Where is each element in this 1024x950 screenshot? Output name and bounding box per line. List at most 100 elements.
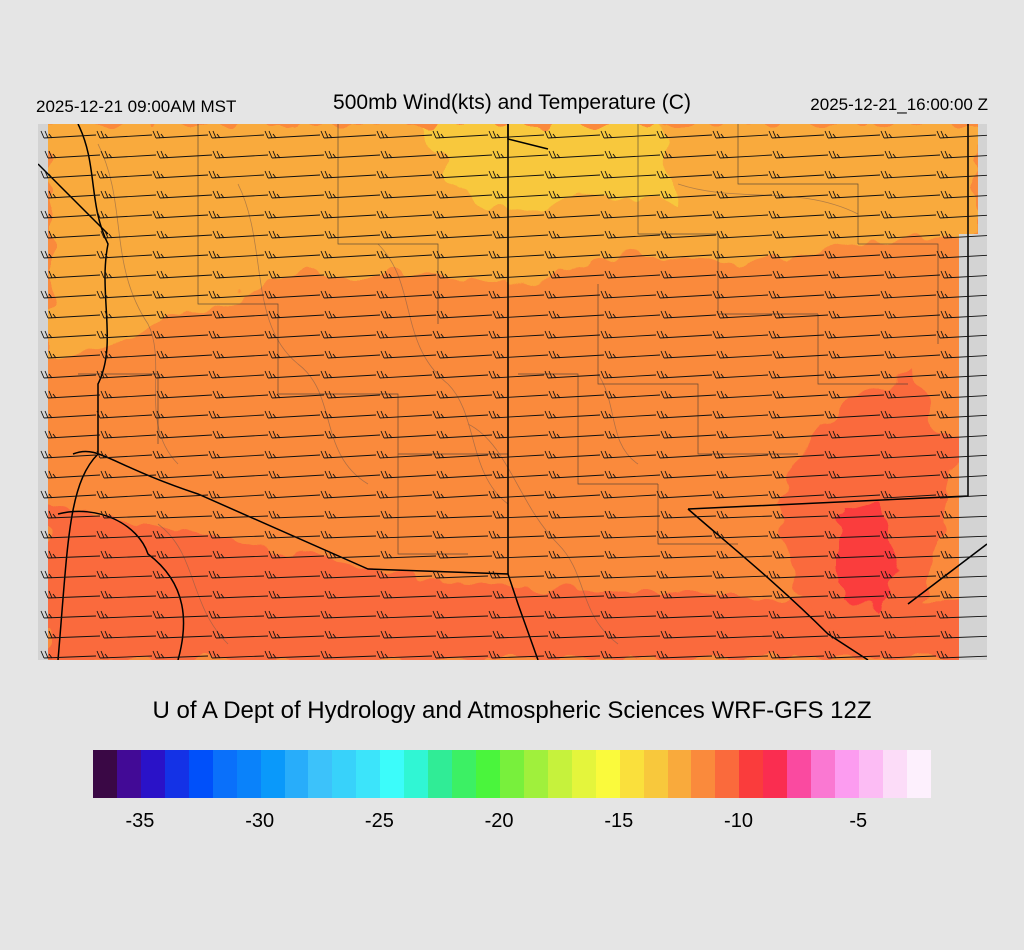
wind-barb (712, 450, 769, 459)
wind-barb (828, 230, 885, 239)
no-data-left (38, 124, 48, 660)
wind-barb (600, 130, 657, 139)
wind-barb (436, 470, 493, 479)
wind-barb (100, 310, 157, 319)
wind-barb (264, 570, 321, 579)
wind-barb (824, 170, 881, 179)
colorbar-swatch (308, 750, 333, 798)
wind-barb (212, 590, 269, 599)
wind-barb (884, 190, 941, 199)
wind-barb (268, 350, 325, 359)
wind-barb (772, 230, 829, 239)
wind-barb (656, 170, 713, 179)
wind-barb (936, 450, 987, 459)
wind-barb (268, 430, 325, 439)
wind-barb (432, 250, 489, 259)
wind-barb (44, 390, 101, 399)
wind-barb (436, 550, 493, 559)
wind-barb (828, 510, 885, 519)
wind-barb (600, 290, 657, 299)
wind-barb (436, 270, 493, 279)
colorbar-swatch (188, 750, 213, 798)
wind-barb (656, 450, 713, 459)
colorbar-swatch (547, 750, 572, 798)
wind-barb (660, 190, 717, 199)
boundary-rio-grande (687, 508, 869, 660)
wind-barb (432, 370, 489, 379)
wind-barb (884, 150, 941, 159)
wind-barb (100, 390, 157, 399)
wind-barb (268, 510, 325, 519)
wind-barb (212, 430, 269, 439)
wind-barb (656, 650, 713, 659)
colorbar-swatch (906, 750, 931, 798)
wind-barb (320, 250, 377, 259)
wind-barb (40, 530, 97, 539)
wind-barb (40, 450, 97, 459)
wind-barb (320, 370, 377, 379)
wind-barb (380, 350, 437, 359)
wind-barb (604, 150, 661, 159)
wind-barb (40, 130, 97, 139)
wind-barb (264, 170, 321, 179)
wind-barb (96, 650, 153, 659)
wind-barb (880, 610, 937, 619)
wind-barb (488, 490, 545, 499)
wind-barb (712, 370, 769, 379)
wind-barb (156, 390, 213, 399)
wind-barb (376, 610, 433, 619)
wind-barb (884, 310, 941, 319)
wind-barb (100, 190, 157, 199)
colorbar-swatch (164, 750, 189, 798)
wind-barb (824, 530, 881, 539)
wind-barb (44, 350, 101, 359)
wind-barb (716, 310, 773, 319)
wind-barb (492, 270, 549, 279)
wind-barb (492, 590, 549, 599)
wind-barb (376, 170, 433, 179)
wind-barb (432, 330, 489, 339)
wind-barb (100, 270, 157, 279)
wind-barb (656, 210, 713, 219)
wind-barb (212, 470, 269, 479)
colorbar-swatch (715, 750, 740, 798)
wind-barb (44, 310, 101, 319)
wind-barb (432, 210, 489, 219)
wind-barb (376, 530, 433, 539)
wind-barb (716, 550, 773, 559)
wind-barb (44, 270, 101, 279)
wind-barb (768, 330, 825, 339)
wind-barb (604, 550, 661, 559)
wind-barb (376, 450, 433, 459)
wind-barb (548, 470, 605, 479)
wind-barb (100, 470, 157, 479)
wind-barb (600, 370, 657, 379)
wind-barb (152, 530, 209, 539)
wind-barb (380, 590, 437, 599)
wind-barb (268, 230, 325, 239)
wind-barb (880, 330, 937, 339)
wind-barb (548, 390, 605, 399)
wind-barb (824, 250, 881, 259)
wind-barb (156, 350, 213, 359)
wind-barb (436, 590, 493, 599)
wind-barb (264, 650, 321, 659)
wind-barb (100, 350, 157, 359)
wind-barb (432, 170, 489, 179)
wind-barb (324, 510, 381, 519)
wind-barb (824, 410, 881, 419)
wind-barb (324, 430, 381, 439)
wind-barb (660, 150, 717, 159)
wind-barb (436, 630, 493, 639)
wind-barb (380, 470, 437, 479)
wind-barb (824, 450, 881, 459)
wind-barb (488, 450, 545, 459)
wind-barb (488, 250, 545, 259)
wind-barb (660, 390, 717, 399)
wind-barb (492, 150, 549, 159)
wind-barb (656, 610, 713, 619)
wind-barb (768, 210, 825, 219)
wind-barb (376, 490, 433, 499)
wind-barb (212, 270, 269, 279)
wind-barb (940, 150, 987, 159)
